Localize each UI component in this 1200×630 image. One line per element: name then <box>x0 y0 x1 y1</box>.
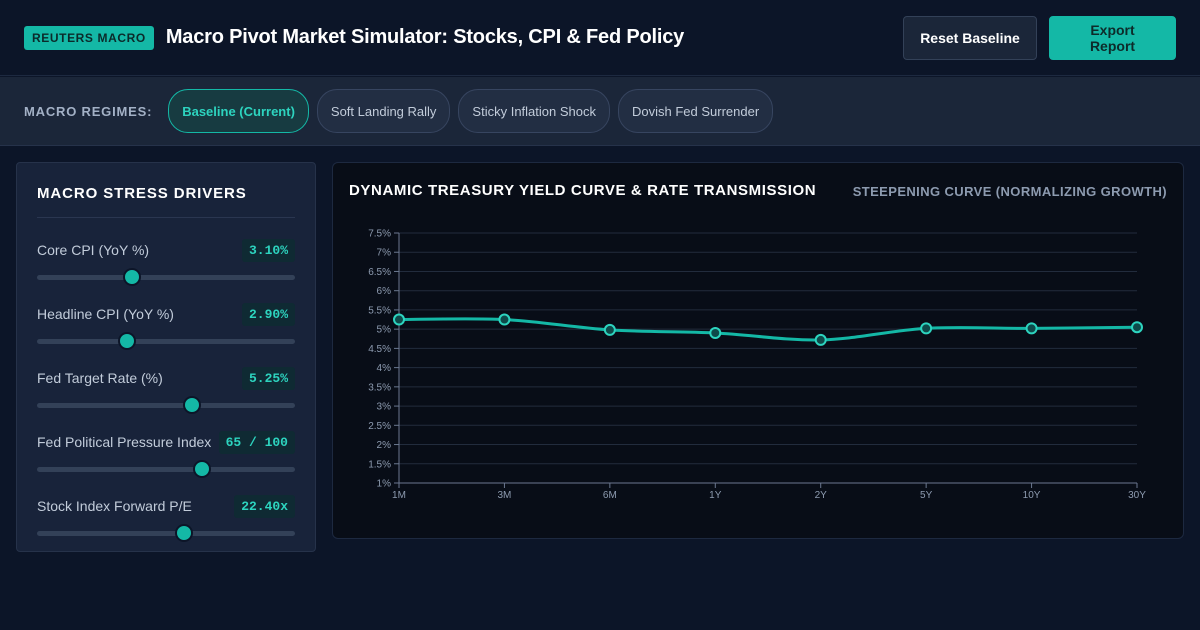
driver-value: 3.10% <box>241 238 295 262</box>
slider-thumb[interactable] <box>118 332 137 350</box>
regimes-bar: MACRO REGIMES: Baseline (Current) Soft L… <box>0 77 1200 146</box>
y-tick-label: 7% <box>377 248 392 259</box>
y-tick-label: 3.5% <box>368 382 391 393</box>
yield-point <box>603 323 616 336</box>
driver-value: 2.90% <box>241 302 295 326</box>
y-tick-label: 6.5% <box>368 267 391 278</box>
y-tick-label: 3% <box>377 402 392 413</box>
fed-pressure-slider[interactable] <box>37 460 295 478</box>
yield-curve-panel: 1% 1.5% 2% 2.5% 3% 3.5% 4% 4.5% 5% 5.5% 6% 6.5% 7% 7.… <box>332 162 1184 539</box>
regimes-label: MACRO REGIMES: <box>24 103 153 119</box>
x-tick-label: 1M <box>392 490 406 501</box>
regime-chip-soft-landing[interactable]: Soft Landing Rally <box>316 89 451 133</box>
driver-label: Fed Target Rate (%) <box>37 370 163 386</box>
slider-thumb[interactable] <box>175 524 194 542</box>
page-title: Macro Pivot Market Simulator: Stocks, CP… <box>165 26 685 48</box>
core-cpi-slider[interactable] <box>37 268 295 286</box>
forward-pe-slider[interactable] <box>37 524 295 542</box>
yield-point <box>709 327 722 339</box>
regime-chip-dovish-fed[interactable]: Dovish Fed Surrender <box>617 89 774 133</box>
x-tick-label: 5Y <box>920 490 933 501</box>
y-tick-label: 6% <box>377 286 392 297</box>
y-tick-label: 1% <box>377 479 392 490</box>
slider-track[interactable] <box>37 339 295 344</box>
y-tick-label: 5% <box>377 325 392 336</box>
curve-status-label: STEEPENING CURVE (NORMALIZING GROWTH) <box>852 184 1167 199</box>
slider-track[interactable] <box>37 531 295 536</box>
y-tick-label: 1.5% <box>368 459 391 470</box>
driver-label: Fed Political Pressure Index <box>37 434 212 450</box>
driver-value: 22.40x <box>234 494 295 518</box>
drivers-title: MACRO STRESS DRIVERS <box>37 185 295 218</box>
driver-forward-pe: Stock Index Forward P/E 22.40x <box>37 494 295 542</box>
slider-thumb[interactable] <box>182 396 201 414</box>
driver-label: Headline CPI (YoY %) <box>37 306 174 322</box>
driver-value: 5.25% <box>241 366 295 390</box>
x-tick-label: 10Y <box>1023 490 1041 501</box>
driver-label: Stock Index Forward P/E <box>37 498 192 514</box>
headline-cpi-slider[interactable] <box>37 332 295 350</box>
yield-point <box>1025 322 1038 335</box>
header-actions: Reset Baseline Export Report <box>903 15 1176 60</box>
yield-point <box>393 313 405 326</box>
driver-label: Core CPI (YoY %) <box>37 242 150 258</box>
x-tick-label: 3M <box>497 490 511 501</box>
y-tick-label: 4% <box>377 363 392 374</box>
yield-point <box>1131 321 1143 334</box>
brand-badge: REUTERS MACRO <box>24 25 154 50</box>
driver-fed-target-rate: Fed Target Rate (%) 5.25% <box>37 366 295 414</box>
x-tick-label: 2Y <box>815 490 828 501</box>
driver-value: 65 / 100 <box>218 430 295 454</box>
slider-thumb[interactable] <box>193 460 212 478</box>
chart-title: DYNAMIC TREASURY YIELD CURVE & RATE TRAN… <box>349 182 817 199</box>
driver-core-cpi: Core CPI (YoY %) 3.10% <box>37 238 295 286</box>
y-tick-label: 4.5% <box>368 344 391 355</box>
slider-thumb[interactable] <box>123 268 142 286</box>
y-tick-label: 7.5% <box>368 229 391 240</box>
regime-chip-baseline[interactable]: Baseline (Current) <box>168 89 309 133</box>
x-tick-label: 6M <box>603 490 617 501</box>
yield-point <box>814 333 827 346</box>
drivers-panel: MACRO STRESS DRIVERS Core CPI (YoY %) 3.… <box>16 162 316 552</box>
export-report-button[interactable]: Export Report <box>1049 15 1176 60</box>
yield-curve-chart: 1% 1.5% 2% 2.5% 3% 3.5% 4% 4.5% 5% 5.5% 6% 6.5% 7% 7.… <box>368 229 1146 502</box>
y-tick-label: 5.5% <box>368 305 391 316</box>
driver-fed-pressure: Fed Political Pressure Index 65 / 100 <box>37 430 295 478</box>
fed-target-rate-slider[interactable] <box>37 396 295 414</box>
yield-curve-line <box>398 317 1138 342</box>
slider-track[interactable] <box>37 275 295 280</box>
yield-point <box>920 322 933 335</box>
reset-baseline-button[interactable]: Reset Baseline <box>903 15 1037 60</box>
y-tick-label: 2% <box>377 440 392 451</box>
y-tick-label: 2.5% <box>368 421 391 432</box>
driver-headline-cpi: Headline CPI (YoY %) 2.90% <box>37 302 295 350</box>
slider-track[interactable] <box>37 467 295 472</box>
x-tick-label: 30Y <box>1128 490 1146 501</box>
yield-point <box>498 313 511 326</box>
regime-chip-sticky-inflation[interactable]: Sticky Inflation Shock <box>458 89 610 133</box>
app-header: REUTERS MACRO Macro Pivot Market Simulat… <box>0 0 1200 76</box>
slider-track[interactable] <box>37 403 295 408</box>
x-tick-label: 1Y <box>709 490 722 501</box>
